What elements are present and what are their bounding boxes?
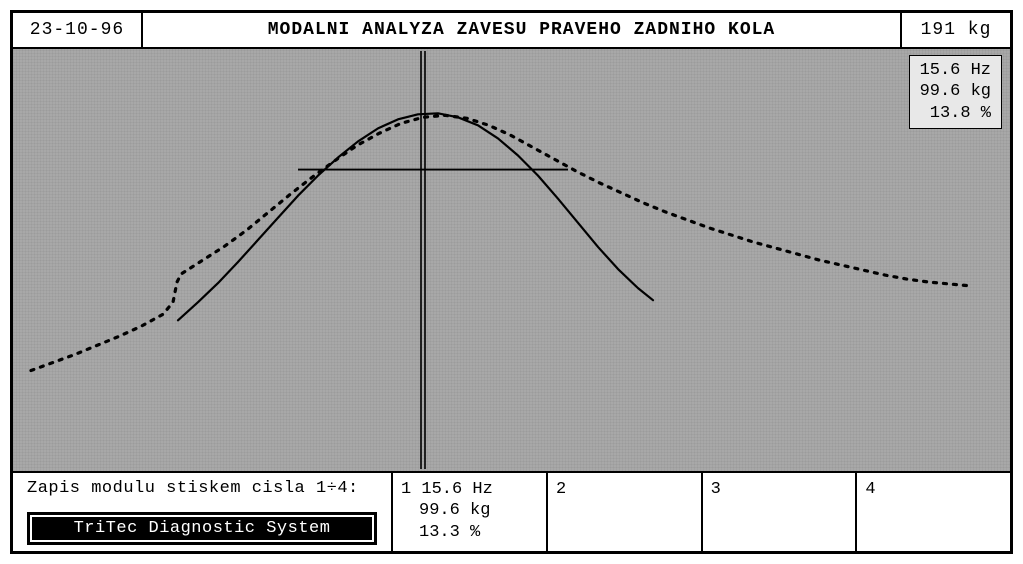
readout-pct: 13.8 % — [920, 103, 991, 124]
header-date: 23-10-96 — [13, 13, 143, 47]
date-text: 23-10-96 — [30, 20, 124, 40]
footer-prompt: Zapis modulu stiskem cisla 1÷4: — [21, 479, 383, 498]
header-bar: 23-10-96 MODALNI ANALYZA ZAVESU PRAVEHO … — [13, 13, 1010, 49]
plot-area: 15.6 Hz 99.6 kg 13.8 % — [13, 49, 1010, 471]
weight-text: 191 kg — [921, 20, 992, 40]
slot1-num: 1 — [401, 480, 411, 499]
slot1-pct: 13.3 % — [419, 523, 480, 542]
app-frame: 23-10-96 MODALNI ANALYZA ZAVESU PRAVEHO … — [10, 10, 1013, 554]
title-text: MODALNI ANALYZA ZAVESU PRAVEHO ZADNIHO K… — [268, 20, 775, 40]
footer-left: Zapis modulu stiskem cisla 1÷4: TriTec D… — [13, 473, 393, 551]
header-weight: 191 kg — [900, 13, 1010, 47]
brand-box: TriTec Diagnostic System — [27, 512, 377, 545]
footer-bar: Zapis modulu stiskem cisla 1÷4: TriTec D… — [13, 471, 1010, 551]
slot3-num: 3 — [711, 480, 721, 499]
header-title: MODALNI ANALYZA ZAVESU PRAVEHO ZADNIHO K… — [143, 13, 900, 47]
readout-mass: 99.6 kg — [920, 81, 991, 102]
slot1-mass: 99.6 kg — [419, 501, 490, 520]
memory-slot-2[interactable]: 2 — [548, 473, 703, 551]
memory-slot-3[interactable]: 3 — [703, 473, 858, 551]
memory-slot-4[interactable]: 4 — [857, 473, 1010, 551]
slot1-freq: 15.6 Hz — [421, 480, 492, 499]
memory-slot-1[interactable]: 1 15.6 Hz 99.6 kg 13.3 % — [393, 473, 548, 551]
plot-svg — [13, 49, 1010, 471]
slot2-num: 2 — [556, 480, 566, 499]
brand-label: TriTec Diagnostic System — [30, 515, 374, 542]
slot4-num: 4 — [865, 480, 875, 499]
readout-freq: 15.6 Hz — [920, 60, 991, 81]
readout-box: 15.6 Hz 99.6 kg 13.8 % — [909, 55, 1002, 129]
